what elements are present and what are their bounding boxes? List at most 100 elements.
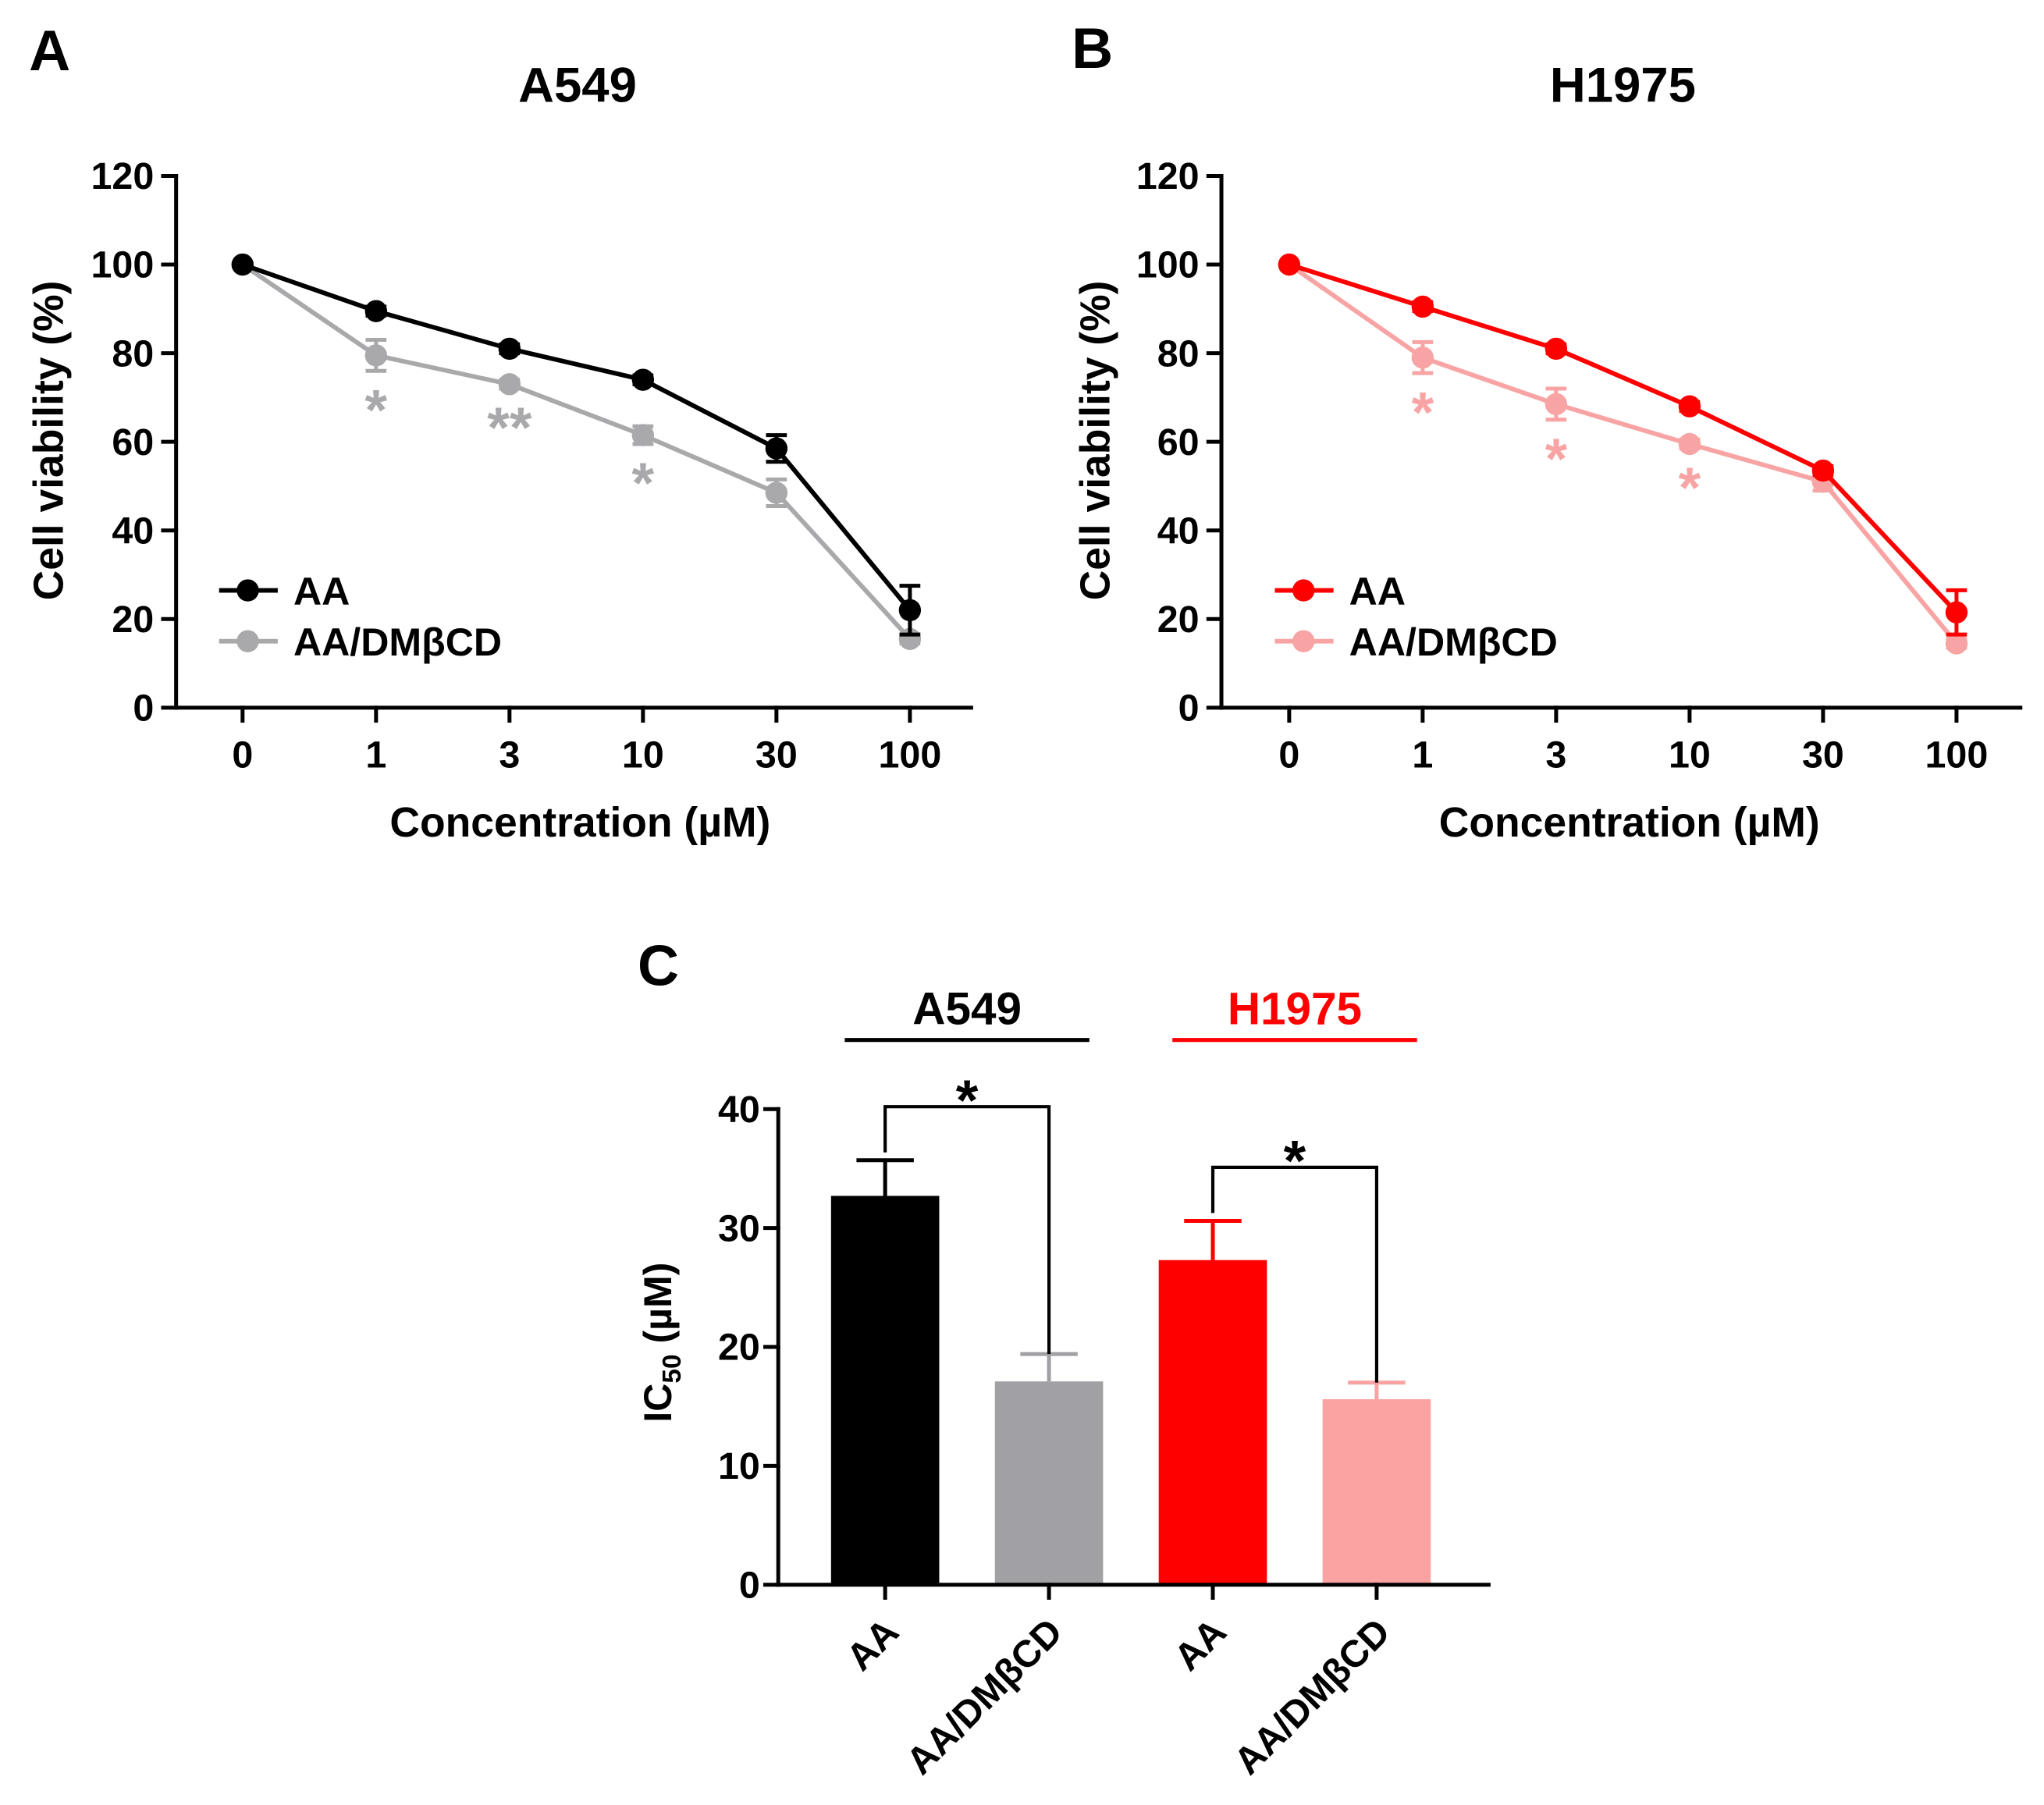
significance-asterisk: * [1412,379,1434,444]
data-point [631,368,655,391]
panel-letter: C [638,933,679,998]
data-point [1545,393,1568,416]
legend-item: AA [219,570,350,613]
legend-marker [236,579,259,602]
legend-label: AA [293,570,350,613]
x-tick-label: 30 [755,734,798,776]
data-point [765,481,788,504]
y-axis-label-main: IC [636,1384,680,1423]
legend-label: AA/DMβCD [293,620,502,664]
legend-label: AA [1349,570,1406,613]
y-axis-label: Cell viability (%) [1072,281,1118,601]
y-tick-label: 60 [1157,421,1200,464]
y-tick-label: 60 [112,421,154,464]
data-point [1945,632,1968,655]
group-header: A549 [844,984,1090,1043]
x-tick-label: 0 [1278,734,1299,776]
bar [1322,1399,1431,1585]
x-axis-label: Concentration (µM) [389,800,770,846]
data-point [364,300,388,322]
y-tick-label: 0 [133,688,154,730]
data-point [1278,253,1301,276]
y-tick-label: 0 [739,1564,760,1606]
bar-group [994,1352,1104,1585]
significance-asterisk: * [1545,426,1568,491]
series-line [241,262,912,641]
x-tick-label: 100 [878,734,941,776]
data-point [1945,601,1968,624]
data-point [498,337,521,361]
bar-group [830,1158,940,1585]
error-bar [1184,1218,1242,1260]
y-tick-label: 80 [1157,332,1200,375]
y-tick-label: 120 [1136,155,1200,197]
series-line [241,262,912,612]
data-point [1811,459,1835,482]
y-tick-label: 40 [718,1089,760,1131]
x-axis-label: Concentration (µM) [1439,800,1820,846]
y-axis-label-unit: (µM) [636,1263,680,1355]
legend: AA AA/DMβCD [219,570,502,664]
significance-asterisk: * [1284,1128,1306,1193]
y-tick-label: 80 [112,332,154,375]
data-point [1411,295,1434,318]
group-label: A549 [912,984,1022,1035]
significance-asterisk: * [956,1068,979,1132]
x-tick-label: 10 [1669,734,1711,776]
y-axis-label: IC50 (µM) [636,1263,687,1423]
bar [1158,1260,1267,1585]
series-aa [231,253,922,637]
data-point [1411,346,1434,369]
x-tick-label: 100 [1925,734,1989,776]
panel-a: A A549 Concentration (µM) Cell viability… [26,18,973,846]
y-tick-label: 30 [718,1207,760,1249]
legend-label: AA/DMβCD [1349,620,1558,664]
x-tick-label: 1 [1412,734,1433,776]
data-point [765,437,788,460]
significance-bracket [1210,1165,1379,1383]
group-header: H1975 [1172,984,1417,1043]
legend-item: AA [1274,570,1406,613]
y-tick-label: 20 [718,1327,760,1369]
panel-letter: B [1072,16,1113,80]
chart-title: A549 [518,58,637,112]
significance-bracket-group: * [883,1068,1051,1355]
y-tick-label: 40 [112,510,154,552]
group-label: H1975 [1228,984,1362,1035]
x-tick-label: 3 [499,734,520,776]
legend-marker [1292,579,1315,602]
series-line [1288,262,1959,614]
y-tick-label: 0 [1178,688,1200,730]
x-tick-label: 1 [365,734,386,776]
legend: AA AA/DMβCD [1274,570,1558,664]
significance-asterisk: * [1679,455,1701,520]
significance-asterisk: * [632,450,655,515]
legend-marker [236,630,259,652]
y-tick-label: 10 [718,1445,760,1487]
significance-asterisk: * [365,377,388,442]
y-axis-label-subscript: 50 [658,1354,687,1383]
y-tick-label: 100 [1136,244,1200,286]
panel-b: B H1975 Concentration (µM) Cell viabilit… [1072,16,2023,846]
bar-group [1322,1380,1431,1585]
x-tick-label: 3 [1545,734,1566,776]
error-bar [1348,1380,1406,1400]
y-axis-label: Cell viability (%) [26,281,72,601]
data-point [1545,337,1568,361]
significance-bracket [883,1105,1051,1355]
error-bar [856,1158,914,1196]
series-line [1288,262,1959,645]
data-point [1678,395,1701,417]
chart-title: H1975 [1550,58,1696,112]
data-point [498,373,521,396]
significance-asterisk: ** [487,395,532,460]
x-tick-label: 10 [622,734,664,776]
y-tick-label: 20 [112,599,154,641]
y-tick-label: 120 [91,155,154,197]
bar [830,1196,940,1585]
data-point [364,344,388,367]
panel-letter: A [29,18,70,83]
significance-bracket-group: * [1210,1128,1379,1383]
legend-item: AA/DMβCD [1274,620,1558,664]
